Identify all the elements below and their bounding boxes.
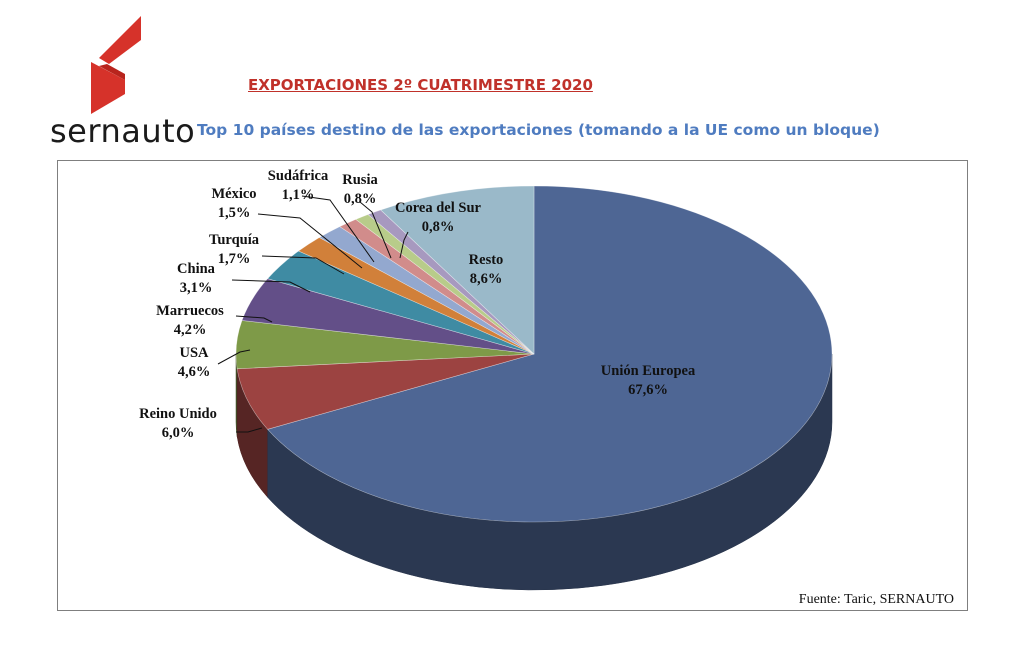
data-label-value-rusia: 0,8%: [344, 191, 377, 207]
data-label-name-usa: USA: [179, 345, 209, 361]
chart-frame: [57, 160, 968, 611]
leader-line-turquia: [261, 255, 345, 275]
leader-line-sudafrica: [301, 195, 375, 263]
data-label-value-mexico: 1,5%: [218, 205, 251, 221]
data-label-name-corea-del-sur: Corea del Sur: [395, 200, 481, 216]
pie-slice-union-europea: [267, 185, 833, 523]
data-label-name-reino-unido: Reino Unido: [139, 406, 217, 422]
data-label-name-mexico: México: [211, 186, 256, 202]
data-label-name-sudafrica: Sudáfrica: [268, 168, 329, 184]
leader-line-usa: [217, 349, 251, 365]
page-title: EXPORTACIONES 2º CUATRIMESTRE 2020: [248, 76, 593, 94]
leader-line-marruecos: [235, 315, 273, 323]
data-label-value-marruecos: 4,2%: [174, 322, 207, 338]
leader-line-rusia: [359, 201, 392, 259]
leader-line-reino-unido: [236, 427, 263, 433]
leader-line-china: [231, 279, 311, 293]
data-label-name-rusia: Rusia: [342, 172, 378, 188]
pie-slice-resto: [380, 185, 535, 355]
data-label-name-china: China: [177, 261, 216, 277]
data-label-value-sudafrica: 1,1%: [282, 187, 315, 203]
sernauto-logo-icon: [91, 16, 141, 114]
data-label-name-turquia: Turquía: [209, 232, 260, 248]
data-label-value-resto: 8,6%: [470, 271, 503, 287]
data-label-value-usa: 4,6%: [178, 364, 211, 380]
data-label-name-marruecos: Marruecos: [156, 303, 224, 319]
chart-subtitle: Top 10 países destino de las exportacion…: [197, 121, 880, 139]
data-label-value-union-europea: 67,6%: [628, 382, 668, 398]
leader-line-corea-del-sur: [399, 231, 409, 259]
data-label-name-resto: Resto: [469, 252, 504, 268]
data-label-value-corea-del-sur: 0,8%: [422, 219, 455, 235]
leader-line-mexico: [257, 213, 363, 269]
data-label-value-china: 3,1%: [180, 280, 213, 296]
data-label-value-reino-unido: 6,0%: [162, 425, 195, 441]
data-label-name-union-europea: Unión Europea: [601, 363, 696, 379]
source-note: Fuente: Taric, SERNAUTO: [798, 592, 954, 607]
data-label-value-turquia: 1,7%: [218, 251, 251, 267]
brand-logo-text: sernauto: [50, 112, 196, 150]
